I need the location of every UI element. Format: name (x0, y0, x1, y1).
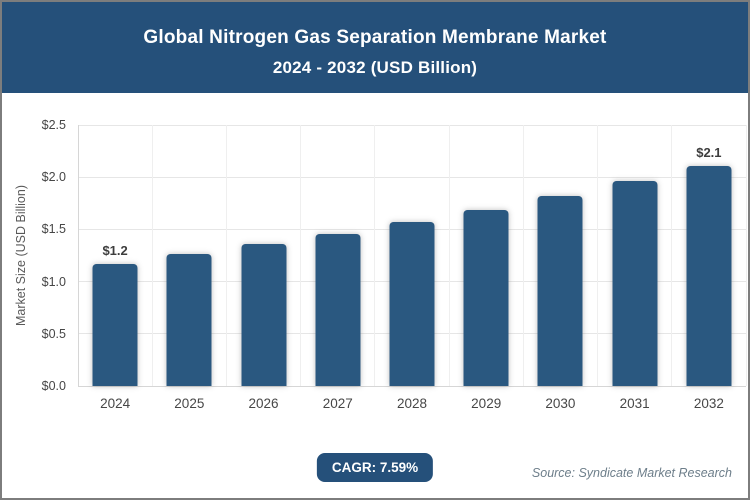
bar-value-label: $2.1 (696, 144, 722, 160)
gridline-vertical (151, 125, 153, 386)
gridline-vertical (522, 125, 524, 386)
y-tick-label: $2.5 (41, 118, 66, 132)
bar-slot: $2.1 (672, 125, 746, 386)
y-axis-tick-labels: $0.0 $0.5 $1.0 $1.5 $2.0 $2.5 (2, 118, 72, 393)
chart-title: Global Nitrogen Gas Separation Membrane … (143, 26, 607, 48)
header: Global Nitrogen Gas Separation Membrane … (2, 2, 748, 93)
bar-slot: $1.2 (78, 125, 152, 386)
chart-subtitle: 2024 - 2032 (USD Billion) (272, 57, 478, 77)
bar-slot (152, 125, 226, 386)
bar-2028 (389, 222, 435, 386)
bar-2031 (612, 181, 658, 386)
bar-2027 (315, 233, 361, 386)
x-tick-label: 2032 (693, 396, 724, 411)
bar-2024 (92, 263, 138, 386)
x-tick-label: 2024 (100, 396, 131, 411)
y-tick-label: $2.0 (41, 170, 66, 185)
y-tick-label: $1.5 (41, 222, 66, 237)
gridline-vertical (225, 125, 227, 386)
bar-2030 (537, 196, 583, 386)
y-tick-label: $0.5 (41, 326, 66, 341)
gridline-horizontal (78, 124, 746, 126)
bar-slot (301, 125, 375, 386)
plot-area: $1.2 $2.1 (77, 124, 747, 387)
gridline-vertical (448, 125, 450, 386)
gridline-vertical (671, 125, 673, 386)
x-tick-label: 2026 (248, 396, 279, 411)
gridline-vertical (597, 125, 599, 386)
y-tick-label: $1.0 (41, 274, 66, 289)
x-tick-label: 2029 (471, 396, 502, 411)
gridline-horizontal (78, 176, 746, 178)
x-tick-label: 2031 (619, 396, 650, 411)
y-axis-line (77, 125, 79, 386)
bar-2026 (241, 244, 287, 386)
gridline-vertical (300, 125, 302, 386)
chart-body: Market Size (USD Billion) $0.0 $0.5 $1.0 $1… (2, 93, 748, 498)
source-credit: Source: Syndicate Market Research (531, 466, 732, 480)
y-tick-label: $0.0 (41, 379, 66, 393)
x-tick-label: 2027 (322, 396, 353, 411)
gridline-horizontal (78, 385, 746, 387)
bar-2025 (166, 254, 212, 386)
bar-slot (226, 125, 300, 386)
x-tick-label: 2025 (174, 396, 205, 411)
x-tick-label: 2030 (545, 396, 576, 411)
bar-slot (375, 125, 449, 386)
bar-value-label: $1.2 (102, 242, 128, 258)
x-axis-tick-labels: 2024 2025 2026 2027 2028 2029 2030 2031 2032 (78, 396, 746, 411)
bar-2029 (463, 209, 509, 386)
bar-2032 (686, 165, 732, 386)
bar-slot (449, 125, 523, 386)
gridline-vertical (745, 125, 747, 386)
gridline-vertical (374, 125, 376, 386)
bar-slot (523, 125, 597, 386)
x-tick-label: 2028 (396, 396, 427, 411)
cagr-badge: CAGR: 7.59% (316, 453, 434, 482)
bar-slot (598, 125, 672, 386)
